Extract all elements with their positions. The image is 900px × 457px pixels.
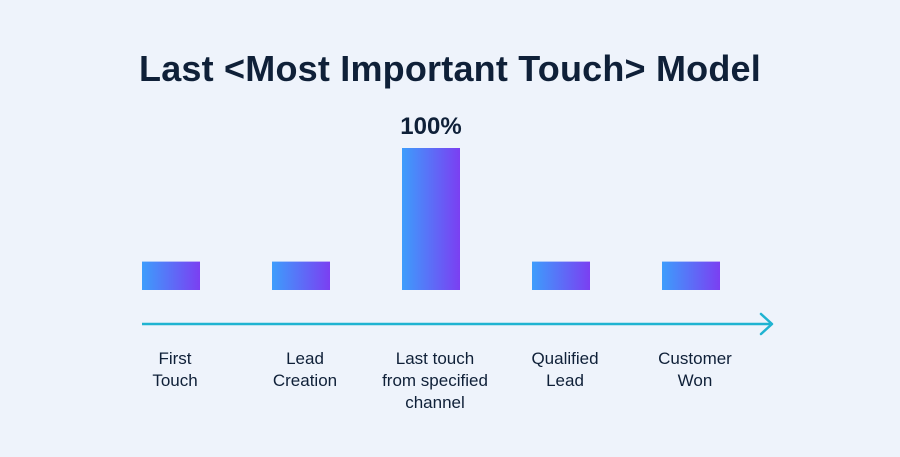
category-label-line: First [158,349,192,368]
category-label-3: Qualified Lead [490,348,640,392]
category-label-2: Last touch from specified channel [360,348,510,414]
chart-title: Last <Most Important Touch> Model [139,48,761,89]
category-label-line: Touch [152,371,198,390]
bar-0 [142,261,200,290]
category-label-0: First Touch [100,348,250,392]
category-label-line: from specified [382,371,488,390]
category-label-line: Lead [286,349,324,368]
category-label-line: Won [677,371,713,390]
bar-4 [662,261,720,290]
x-axis-arrowhead [759,312,774,336]
category-label-line: Qualified [531,349,599,368]
category-label-line: Last touch [395,349,475,368]
category-label-line: Lead [546,371,584,390]
bar-3 [532,261,590,290]
category-label-line: Creation [272,371,338,390]
bar-1 [272,261,330,290]
category-label-line: channel [405,393,465,412]
category-label-1: Lead Creation [230,348,380,392]
category-label-4: Customer Won [620,348,770,392]
bar-2 [402,148,460,290]
data-label-2: 100% [400,113,461,140]
category-label-line: Customer [658,349,732,368]
